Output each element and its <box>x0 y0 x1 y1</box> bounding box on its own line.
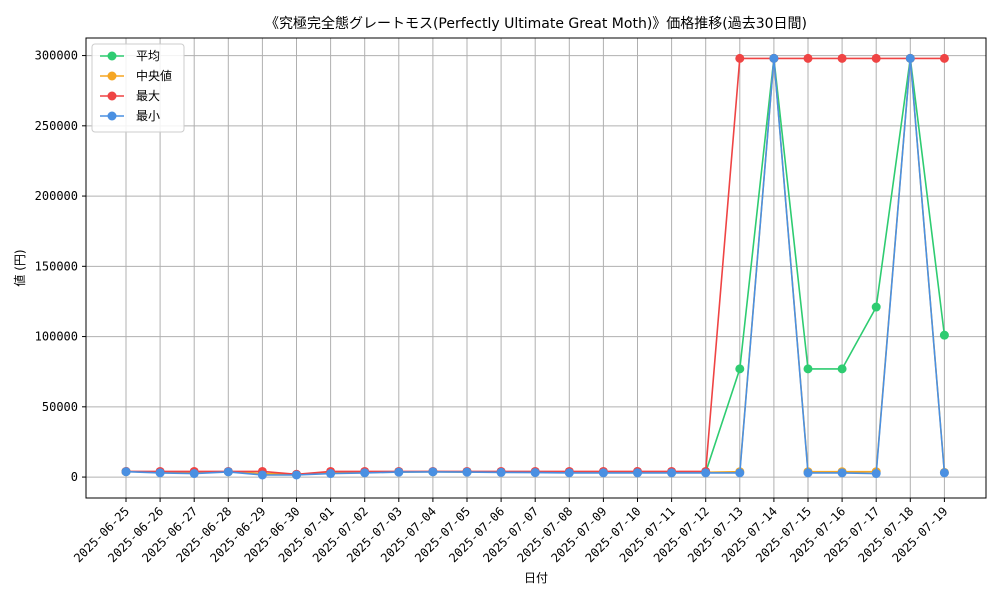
series-layer <box>121 53 949 480</box>
data-point <box>939 53 949 63</box>
plot-frame <box>85 37 987 499</box>
grid <box>86 38 986 498</box>
data-point <box>735 364 745 374</box>
data-point <box>735 468 745 478</box>
data-point <box>939 468 949 478</box>
x-axis-title: 日付 <box>524 571 548 585</box>
data-point <box>837 53 847 63</box>
y-tick-label: 150000 <box>35 259 78 273</box>
data-point <box>564 468 574 478</box>
data-point <box>633 468 642 478</box>
data-point <box>905 53 915 63</box>
data-point <box>939 330 949 340</box>
data-point <box>326 469 336 479</box>
data-point <box>837 364 847 374</box>
legend-item: 最小 <box>100 109 160 123</box>
legend-label: 最小 <box>136 109 160 123</box>
data-point <box>803 364 813 374</box>
y-tick-label: 100000 <box>35 330 78 344</box>
data-point <box>735 53 745 63</box>
data-point <box>189 469 199 479</box>
data-point <box>257 470 267 480</box>
data-point <box>428 467 438 477</box>
data-point <box>155 468 165 478</box>
data-point <box>871 53 881 63</box>
data-point <box>496 467 506 477</box>
y-axis-title: 値 (円) <box>12 249 27 286</box>
y-tick-label: 250000 <box>35 119 78 133</box>
data-point <box>769 53 779 63</box>
y-axis: 0 50000 100000 150000 200000 250000 300000 <box>35 49 86 484</box>
data-point <box>292 470 301 480</box>
chart-title: 《究極完全態グレートモス(Perfectly Ultimate Great Mo… <box>265 15 807 32</box>
y-tick-label: 0 <box>71 470 78 484</box>
legend-label: 平均 <box>136 49 160 63</box>
legend-swatch-marker <box>107 91 117 101</box>
data-point <box>394 467 404 477</box>
data-point <box>837 468 847 478</box>
data-point <box>871 302 881 312</box>
y-tick-label: 200000 <box>35 189 78 203</box>
data-point <box>598 468 608 478</box>
data-point <box>121 467 131 477</box>
legend-swatch-marker <box>107 71 117 81</box>
data-point <box>667 468 677 478</box>
legend-item: 中央値 <box>100 68 172 83</box>
y-tick-label: 50000 <box>42 400 78 414</box>
legend-box <box>91 43 185 133</box>
data-point <box>223 467 233 477</box>
legend-item: 最大 <box>100 89 160 103</box>
data-point <box>803 53 813 63</box>
series-3 <box>121 53 949 480</box>
data-point <box>462 467 472 477</box>
legend-swatch-marker <box>107 111 117 121</box>
data-point <box>803 468 813 478</box>
data-point <box>871 469 881 479</box>
data-point <box>530 468 540 478</box>
data-point <box>701 468 711 478</box>
legend-label: 中央値 <box>136 68 172 83</box>
legend-swatch-marker <box>107 51 117 61</box>
data-point <box>360 468 370 478</box>
y-tick-label: 300000 <box>35 49 78 63</box>
legend-label: 最大 <box>136 89 160 103</box>
legend-item: 平均 <box>100 49 160 63</box>
